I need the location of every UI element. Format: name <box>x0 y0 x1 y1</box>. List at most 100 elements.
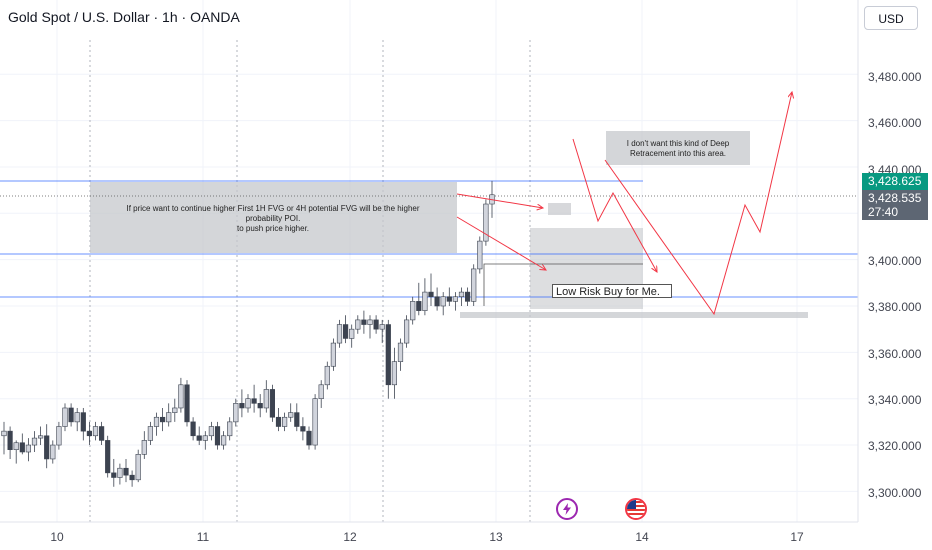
current-price-tag: 3,428.535 27:40 <box>862 190 928 220</box>
candle-body <box>428 291 434 298</box>
candle-body <box>117 467 123 478</box>
price-tick: 3,380.000 <box>868 300 922 314</box>
candle-body <box>458 291 465 298</box>
candle-body <box>239 403 245 409</box>
fvg-note-line: If price want to continue higher First 1… <box>126 204 420 213</box>
candle-body <box>330 342 337 367</box>
candle-body <box>251 398 257 404</box>
candle-body <box>257 403 263 409</box>
candle-body <box>336 324 343 344</box>
candle-body <box>129 474 135 481</box>
candle-body <box>245 398 251 409</box>
candle-body <box>147 426 154 441</box>
candle-body <box>172 407 178 413</box>
candle-body <box>294 412 300 427</box>
candle-body <box>214 426 221 446</box>
candle-body <box>166 412 172 423</box>
candle-body <box>385 324 391 386</box>
candle-body <box>391 361 398 386</box>
candle-body <box>477 240 483 270</box>
price-tick: 3,460.000 <box>868 116 922 130</box>
candle-body <box>111 472 117 478</box>
candle-body <box>483 203 489 242</box>
candle-body <box>135 454 141 481</box>
candle-body <box>178 384 184 409</box>
candle-body <box>471 268 477 302</box>
candle-body <box>233 403 239 423</box>
price-tick: 3,400.000 <box>868 254 922 268</box>
candle-body <box>74 412 80 423</box>
candle-body <box>434 296 440 307</box>
lightning-icon[interactable] <box>556 498 578 520</box>
candle-body <box>349 328 355 339</box>
candle-body <box>13 442 19 450</box>
price-tick: 3,360.000 <box>868 347 922 361</box>
candle-body <box>410 301 416 321</box>
candle-body <box>306 430 312 446</box>
chart-title: Gold Spot / U.S. Dollar · 1h · OANDA <box>8 9 240 25</box>
low-risk-buy-label: Low Risk Buy for Me. <box>552 284 672 298</box>
time-tick: 14 <box>635 530 649 544</box>
candle-body <box>452 296 459 302</box>
price-tick: 3,320.000 <box>868 439 922 453</box>
candle-body <box>312 398 318 446</box>
time-tick: 17 <box>790 530 804 544</box>
small-fvg <box>548 203 571 215</box>
range-line <box>483 263 643 306</box>
deep-note-line: I don't want this kind of Deep <box>626 139 730 148</box>
candle-body <box>202 435 208 441</box>
candle-body <box>190 421 196 437</box>
us-flag-icon[interactable] <box>625 498 647 520</box>
candle-body <box>361 319 367 325</box>
candle-body <box>31 437 38 446</box>
candle-body <box>422 291 428 311</box>
price-tick: 3,340.000 <box>868 393 922 407</box>
candle-body <box>403 319 410 344</box>
candle-body <box>7 430 13 450</box>
candle-body <box>80 412 86 432</box>
candle-body <box>37 435 44 439</box>
candle-body <box>92 426 99 437</box>
candle-body <box>123 467 129 476</box>
candle-body <box>440 296 446 307</box>
candle-body <box>269 389 276 418</box>
candle-body <box>19 442 25 453</box>
candle-body <box>324 365 330 386</box>
currency-button[interactable]: USD <box>864 6 918 30</box>
candle-body <box>56 426 62 446</box>
candle-body <box>153 416 160 427</box>
candle-body <box>208 426 215 437</box>
candle-body <box>355 319 361 330</box>
deep-note-line: Retracement into this area. <box>629 149 727 158</box>
candle-body <box>196 435 202 441</box>
candle-body <box>275 416 282 427</box>
time-tick: 11 <box>196 530 210 544</box>
candle-body <box>221 435 227 446</box>
candle-body <box>281 416 288 427</box>
candle-body <box>44 435 50 460</box>
candle-body <box>300 426 306 432</box>
current-price-value: 3,428.535 <box>868 191 922 205</box>
candle-body <box>25 444 32 453</box>
candle-body <box>342 324 349 339</box>
candle-body <box>416 301 422 311</box>
candle-body <box>160 416 166 423</box>
candle-body <box>62 407 68 427</box>
candle-body <box>105 440 111 474</box>
candle-body <box>367 319 373 325</box>
candle-body <box>397 342 404 362</box>
fvg-note-line: to push price higher. <box>236 224 310 233</box>
last-price-tag: 3,428.625 <box>862 173 928 190</box>
price-tick: 3,300.000 <box>868 486 922 500</box>
time-tick: 13 <box>489 530 503 544</box>
candle-body <box>318 384 324 400</box>
time-tick: 12 <box>343 530 357 544</box>
candle-body <box>227 421 233 437</box>
candle-body <box>141 440 147 455</box>
candle-body <box>263 389 269 409</box>
deep-note-box <box>606 131 750 165</box>
candle-body <box>1 430 7 437</box>
chart-canvas[interactable] <box>0 0 858 522</box>
fvg-note-box <box>90 182 457 253</box>
